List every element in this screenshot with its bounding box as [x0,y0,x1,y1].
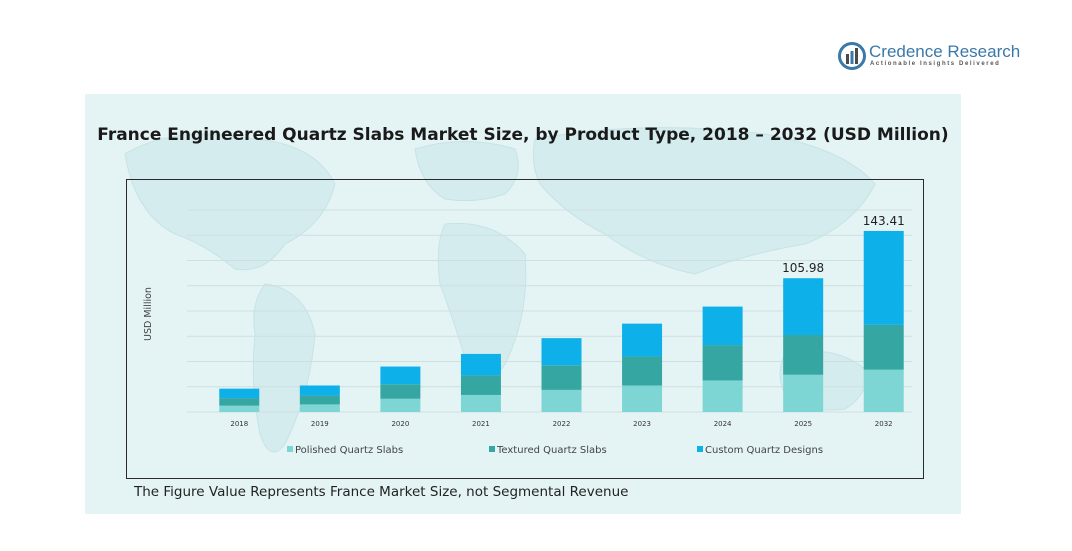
bar-2022-series-3 [541,338,582,366]
x-tick-label-2021: 2021 [472,420,490,428]
x-tick-label-2024: 2024 [714,420,732,428]
bar-2018-series-2 [219,398,260,406]
bar-2023-series-2 [622,356,663,386]
bar-2032-series-3 [863,230,904,325]
brand-name: Credence Research [869,42,1021,61]
legend-swatch [287,446,293,452]
bar-2025-series-3 [783,278,824,335]
bar-2032-series-1 [863,369,904,412]
legend-item-3: Custom Quartz Designs [697,445,823,456]
chart-footnote: The Figure Value Represents France Marke… [134,484,629,500]
bar-2024-series-2 [702,345,743,381]
legend-swatch [697,446,703,452]
data-label-2032: 143.41 [863,214,905,228]
chart-title: France Engineered Quartz Slabs Market Si… [97,125,949,145]
x-tick-label-2019: 2019 [311,420,329,428]
bar-2021-series-3 [460,353,501,376]
bar-2019-series-1 [299,404,340,412]
brand-tagline: Actionable Insights Delivered [870,61,1001,67]
bar-2019-series-3 [299,385,340,396]
chart-panel: France Engineered Quartz Slabs Market Si… [85,94,961,514]
legend-label: Polished Quartz Slabs [295,445,403,456]
bar-2025-series-2 [783,334,824,375]
x-tick-label-2018: 2018 [230,420,248,428]
y-axis-label: USD Million [143,287,154,341]
bar-2023-series-1 [622,385,663,412]
x-tick-label-2022: 2022 [553,420,571,428]
legend-swatch [489,446,495,452]
bar-2023-series-3 [622,323,663,357]
x-tick-label-2032: 2032 [875,420,893,428]
legend-label: Textured Quartz Slabs [496,445,607,456]
data-label-2025: 105.98 [782,261,824,275]
legend-item-2: Textured Quartz Slabs [489,445,607,456]
bar-2024-series-3 [702,306,743,346]
bar-2022-series-2 [541,365,582,390]
bar-2024-series-1 [702,380,743,412]
credence-logo-icon [838,42,866,70]
legend-item-1: Polished Quartz Slabs [287,445,403,456]
bar-2021-series-2 [460,375,501,395]
bar-2020-series-2 [380,384,421,399]
bar-2020-series-3 [380,366,421,385]
brand-logo: Credence Research Actionable Insights De… [838,42,1028,72]
x-tick-label-2025: 2025 [794,420,812,428]
bar-2018-series-1 [219,405,260,412]
bar-2022-series-1 [541,389,582,412]
bar-2025-series-1 [783,374,824,412]
stacked-bar-chart: USD Million 2018 2019 2020 2021 2022 2023 2024… [143,209,912,456]
world-map-background [124,127,876,453]
x-tick-label-2020: 2020 [391,420,409,428]
bar-2019-series-2 [299,395,340,405]
legend-label: Custom Quartz Designs [705,445,823,456]
bar-2021-series-1 [460,394,501,412]
bar-2018-series-3 [219,388,260,399]
bar-2020-series-1 [380,398,421,412]
x-tick-label-2023: 2023 [633,420,651,428]
plot-area: USD Million 2018 2019 2020 2021 2022 2023 2024… [126,179,924,479]
bar-2032-series-2 [863,324,904,370]
